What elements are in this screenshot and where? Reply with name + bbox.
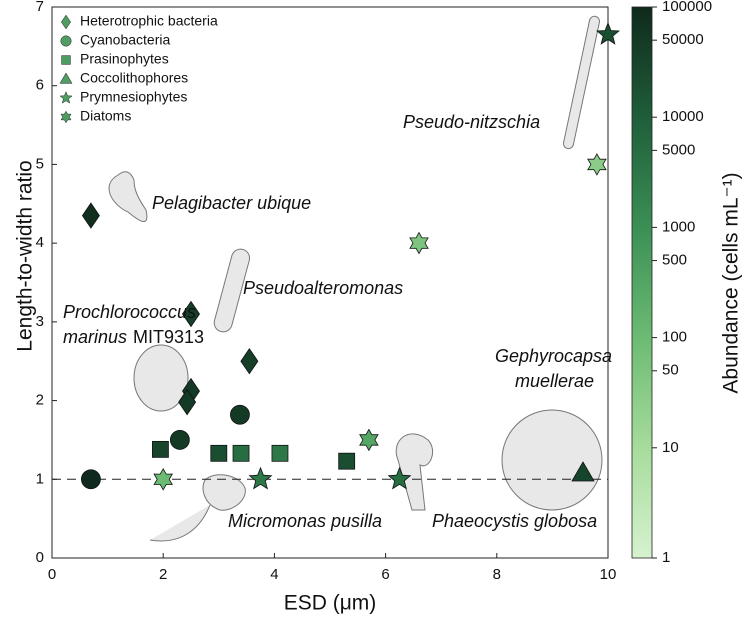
data-point <box>178 388 197 416</box>
legend-label: Heterotrophic bacteria <box>80 13 218 29</box>
data-point <box>81 469 101 490</box>
x-tick-label: 10 <box>600 566 617 583</box>
legend-label: Coccolithophores <box>80 70 188 86</box>
legend-label: Prymnesiophytes <box>80 89 187 105</box>
colorbar-tick-label: 5000 <box>662 141 695 158</box>
y-tick-label: 1 <box>36 470 44 487</box>
annotation: Phaeocystis globosa <box>432 511 597 531</box>
annotation: Pelagibacter ubique <box>152 193 311 213</box>
colorbar-tick-label: 1000 <box>662 218 695 235</box>
data-point <box>169 430 190 450</box>
y-tick-label: 0 <box>36 549 44 566</box>
legend-marker <box>60 110 72 124</box>
x-tick-label: 0 <box>48 566 56 583</box>
colorbar-tick-label: 500 <box>662 252 687 269</box>
data-point <box>271 444 289 462</box>
annotation: Micromonas pusilla <box>228 511 382 531</box>
illustrations <box>108 15 603 542</box>
annotation: Gephyrocapsa <box>495 346 612 366</box>
data-point <box>409 231 429 255</box>
y-tick-label: 7 <box>36 0 44 15</box>
annotation: marinus <box>63 327 127 347</box>
data-point <box>571 461 595 482</box>
y-tick-label: 5 <box>36 155 44 172</box>
phaeocystis-image <box>395 433 433 511</box>
y-axis-label: Length-to-width ratio <box>14 160 37 351</box>
y-tick-label: 4 <box>36 234 44 251</box>
data-point <box>153 467 174 491</box>
data-point <box>596 21 620 45</box>
legend-marker <box>59 72 73 84</box>
colorbar-label: Abundance (cells mL⁻¹) <box>720 172 743 393</box>
prochlorococcus-image <box>133 344 189 412</box>
legend-marker <box>60 35 72 47</box>
colorbar-tick-label: 1 <box>662 549 670 566</box>
x-tick-label: 4 <box>270 566 278 583</box>
pelagibacter-image <box>108 171 148 222</box>
annotation: Prochlorococcus <box>63 302 196 322</box>
annotation: Pseudo-nitzschia <box>403 112 540 132</box>
colorbar-tick-label: 50 <box>662 362 679 379</box>
colorbar-tick-label: 100 <box>662 329 687 346</box>
pseudo-nitzschia-image <box>562 15 600 150</box>
annotation: muellerae <box>515 371 594 391</box>
annotation: MIT9313 <box>133 327 204 347</box>
y-tick-label: 6 <box>36 77 44 94</box>
colorbar-tick-label: 100000 <box>662 0 712 15</box>
data-point <box>81 202 100 229</box>
gephyrocapsa-image <box>501 409 603 511</box>
legend-marker <box>61 14 71 30</box>
data-point <box>210 444 228 462</box>
colorbar-tick-label: 10 <box>662 439 679 456</box>
micromonas-image <box>149 474 246 542</box>
x-tick-label: 6 <box>381 566 389 583</box>
colorbar <box>631 6 653 559</box>
data-point <box>587 153 607 176</box>
pseudoalteromonas-image <box>213 248 251 333</box>
legend-marker <box>59 91 73 104</box>
plot-frame <box>51 6 609 559</box>
data-point <box>359 428 379 452</box>
x-tick-label: 2 <box>159 566 167 583</box>
x-tick-label: 8 <box>493 566 501 583</box>
y-tick-label: 2 <box>36 392 44 409</box>
x-axis-label: ESD (μm) <box>284 592 377 615</box>
data-point <box>387 466 412 490</box>
data-point <box>230 404 250 425</box>
data-point <box>248 466 273 490</box>
legend-label: Prasinophytes <box>80 51 169 67</box>
y-tick-label: 3 <box>36 313 44 330</box>
legend-label: Diatoms <box>80 108 131 124</box>
data-point <box>152 440 169 458</box>
colorbar-tick-label: 10000 <box>662 108 704 125</box>
legend-marker <box>61 55 71 65</box>
legend-label: Cyanobacteria <box>80 32 170 48</box>
colorbar-tick-label: 50000 <box>662 31 704 48</box>
data-point <box>232 444 250 462</box>
annotation: Pseudoalteromonas <box>243 278 403 298</box>
data-point <box>240 348 259 375</box>
data-point <box>338 452 356 470</box>
data-point <box>182 300 200 328</box>
